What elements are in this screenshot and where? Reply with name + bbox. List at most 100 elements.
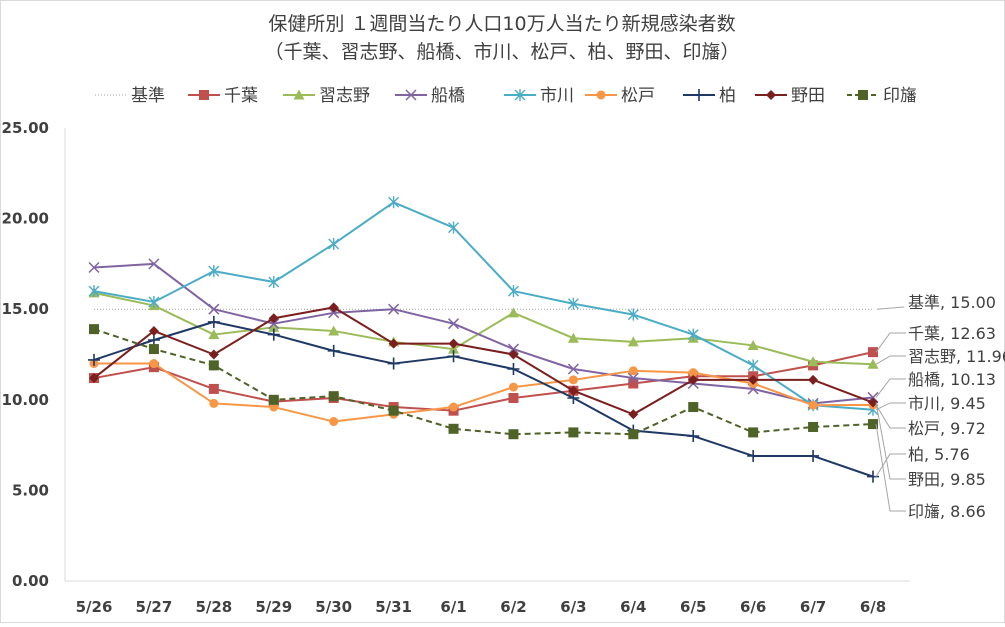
leader-line xyxy=(875,453,906,477)
data-point xyxy=(627,308,639,321)
data-point xyxy=(449,402,459,412)
data-point xyxy=(808,400,818,410)
end-label: 千葉, 12.63 xyxy=(908,324,996,343)
data-point xyxy=(507,343,519,355)
legend-label: 松戸 xyxy=(621,86,655,106)
leader-line xyxy=(875,402,906,411)
legend-marker xyxy=(766,90,776,100)
legend-item: 習志野 xyxy=(283,86,370,106)
legend-label: 基準 xyxy=(131,86,165,106)
legend-marker xyxy=(405,89,417,101)
x-axis: 5/26 5/27 5/28 5/29 5/30 5/31 6/1 6/2 6/3 6/4 6/5 6… xyxy=(65,580,910,616)
data-point xyxy=(867,470,879,483)
x-tick-label: 6/1 xyxy=(440,598,466,616)
legend-label: 千葉 xyxy=(224,86,258,106)
x-tick-label: 6/6 xyxy=(740,598,766,616)
data-point xyxy=(447,350,460,363)
data-point xyxy=(328,302,339,313)
data-point xyxy=(387,357,400,370)
data-point xyxy=(208,360,219,371)
data-point xyxy=(687,430,700,443)
end-labels: 基準, 15.00 千葉, 12.63 習志野, 11.96 船橋, 10.13 市川,… xyxy=(875,293,1005,521)
x-tick-label: 6/4 xyxy=(620,598,646,616)
data-point xyxy=(628,409,639,420)
series-4 xyxy=(88,196,879,416)
data-point xyxy=(807,449,820,462)
legend-marker xyxy=(514,89,526,101)
x-tick-label: 6/2 xyxy=(500,598,526,616)
end-label: 基準, 15.00 xyxy=(908,293,996,312)
series-line xyxy=(93,351,874,412)
y-tick-label: 0.00 xyxy=(12,572,49,590)
data-point xyxy=(88,261,100,274)
data-point xyxy=(207,315,220,328)
leader-line xyxy=(875,355,906,365)
data-point xyxy=(747,339,759,350)
data-point xyxy=(89,324,99,335)
data-point xyxy=(147,334,160,347)
legend-marker xyxy=(693,89,705,101)
data-point xyxy=(448,338,459,349)
data-point xyxy=(688,368,698,378)
legend-marker xyxy=(199,90,209,100)
legend-marker xyxy=(596,90,606,100)
data-point xyxy=(88,353,100,366)
data-point xyxy=(508,382,518,392)
data-point xyxy=(567,332,579,343)
data-point xyxy=(508,349,519,360)
leader-line xyxy=(876,306,905,310)
data-point xyxy=(688,374,699,385)
leader-line xyxy=(875,402,906,480)
legend-item: 基準 xyxy=(95,86,165,106)
legend-item: 千葉 xyxy=(188,86,258,106)
data-point xyxy=(868,397,878,408)
data-point xyxy=(568,427,579,438)
data-point xyxy=(508,392,519,403)
series-line xyxy=(93,262,874,405)
legend-marker xyxy=(293,89,305,100)
data-point xyxy=(388,338,399,349)
data-point xyxy=(627,372,639,384)
data-point xyxy=(328,325,340,336)
data-point xyxy=(568,375,578,385)
data-point xyxy=(568,385,579,396)
series-line xyxy=(93,201,874,411)
data-point xyxy=(208,303,220,315)
data-point xyxy=(868,419,878,430)
end-label: 柏, 5.76 xyxy=(908,445,970,464)
end-label: 市川, 9.45 xyxy=(908,394,986,413)
data-point xyxy=(208,383,219,394)
data-point xyxy=(628,366,638,376)
data-point xyxy=(268,394,279,405)
data-point xyxy=(507,285,519,298)
data-point xyxy=(508,429,519,440)
data-point xyxy=(267,328,280,341)
data-point xyxy=(89,373,99,384)
data-point xyxy=(567,297,579,310)
legend: 基準 千葉 習志野 船橋 市川 松戸 柏 野田 印旛 xyxy=(95,86,917,106)
data-point xyxy=(748,427,759,438)
data-point xyxy=(448,423,459,434)
data-point xyxy=(747,449,760,462)
x-tick-label: 5/31 xyxy=(375,598,412,616)
end-label: 印旛, 8.66 xyxy=(908,502,986,521)
end-label: 船橋, 10.13 xyxy=(908,370,996,389)
x-tick-label: 5/26 xyxy=(76,598,113,616)
x-tick-label: 6/5 xyxy=(680,598,706,616)
y-axis: 0.00 5.00 10.00 15.00 20.00 25.00 xyxy=(2,119,66,590)
data-point xyxy=(268,313,279,324)
data-point xyxy=(868,347,878,358)
data-point xyxy=(567,363,579,375)
y-tick-label: 5.00 xyxy=(12,481,49,499)
data-point xyxy=(268,276,280,289)
data-point xyxy=(328,391,339,402)
data-point xyxy=(148,258,160,270)
legend-item: 松戸 xyxy=(585,86,655,106)
y-tick-label: 10.00 xyxy=(2,391,49,409)
data-point xyxy=(148,344,159,355)
end-label: 習志野, 11.96 xyxy=(908,347,1005,366)
legend-label: 野田 xyxy=(791,86,825,106)
data-point xyxy=(507,307,519,318)
